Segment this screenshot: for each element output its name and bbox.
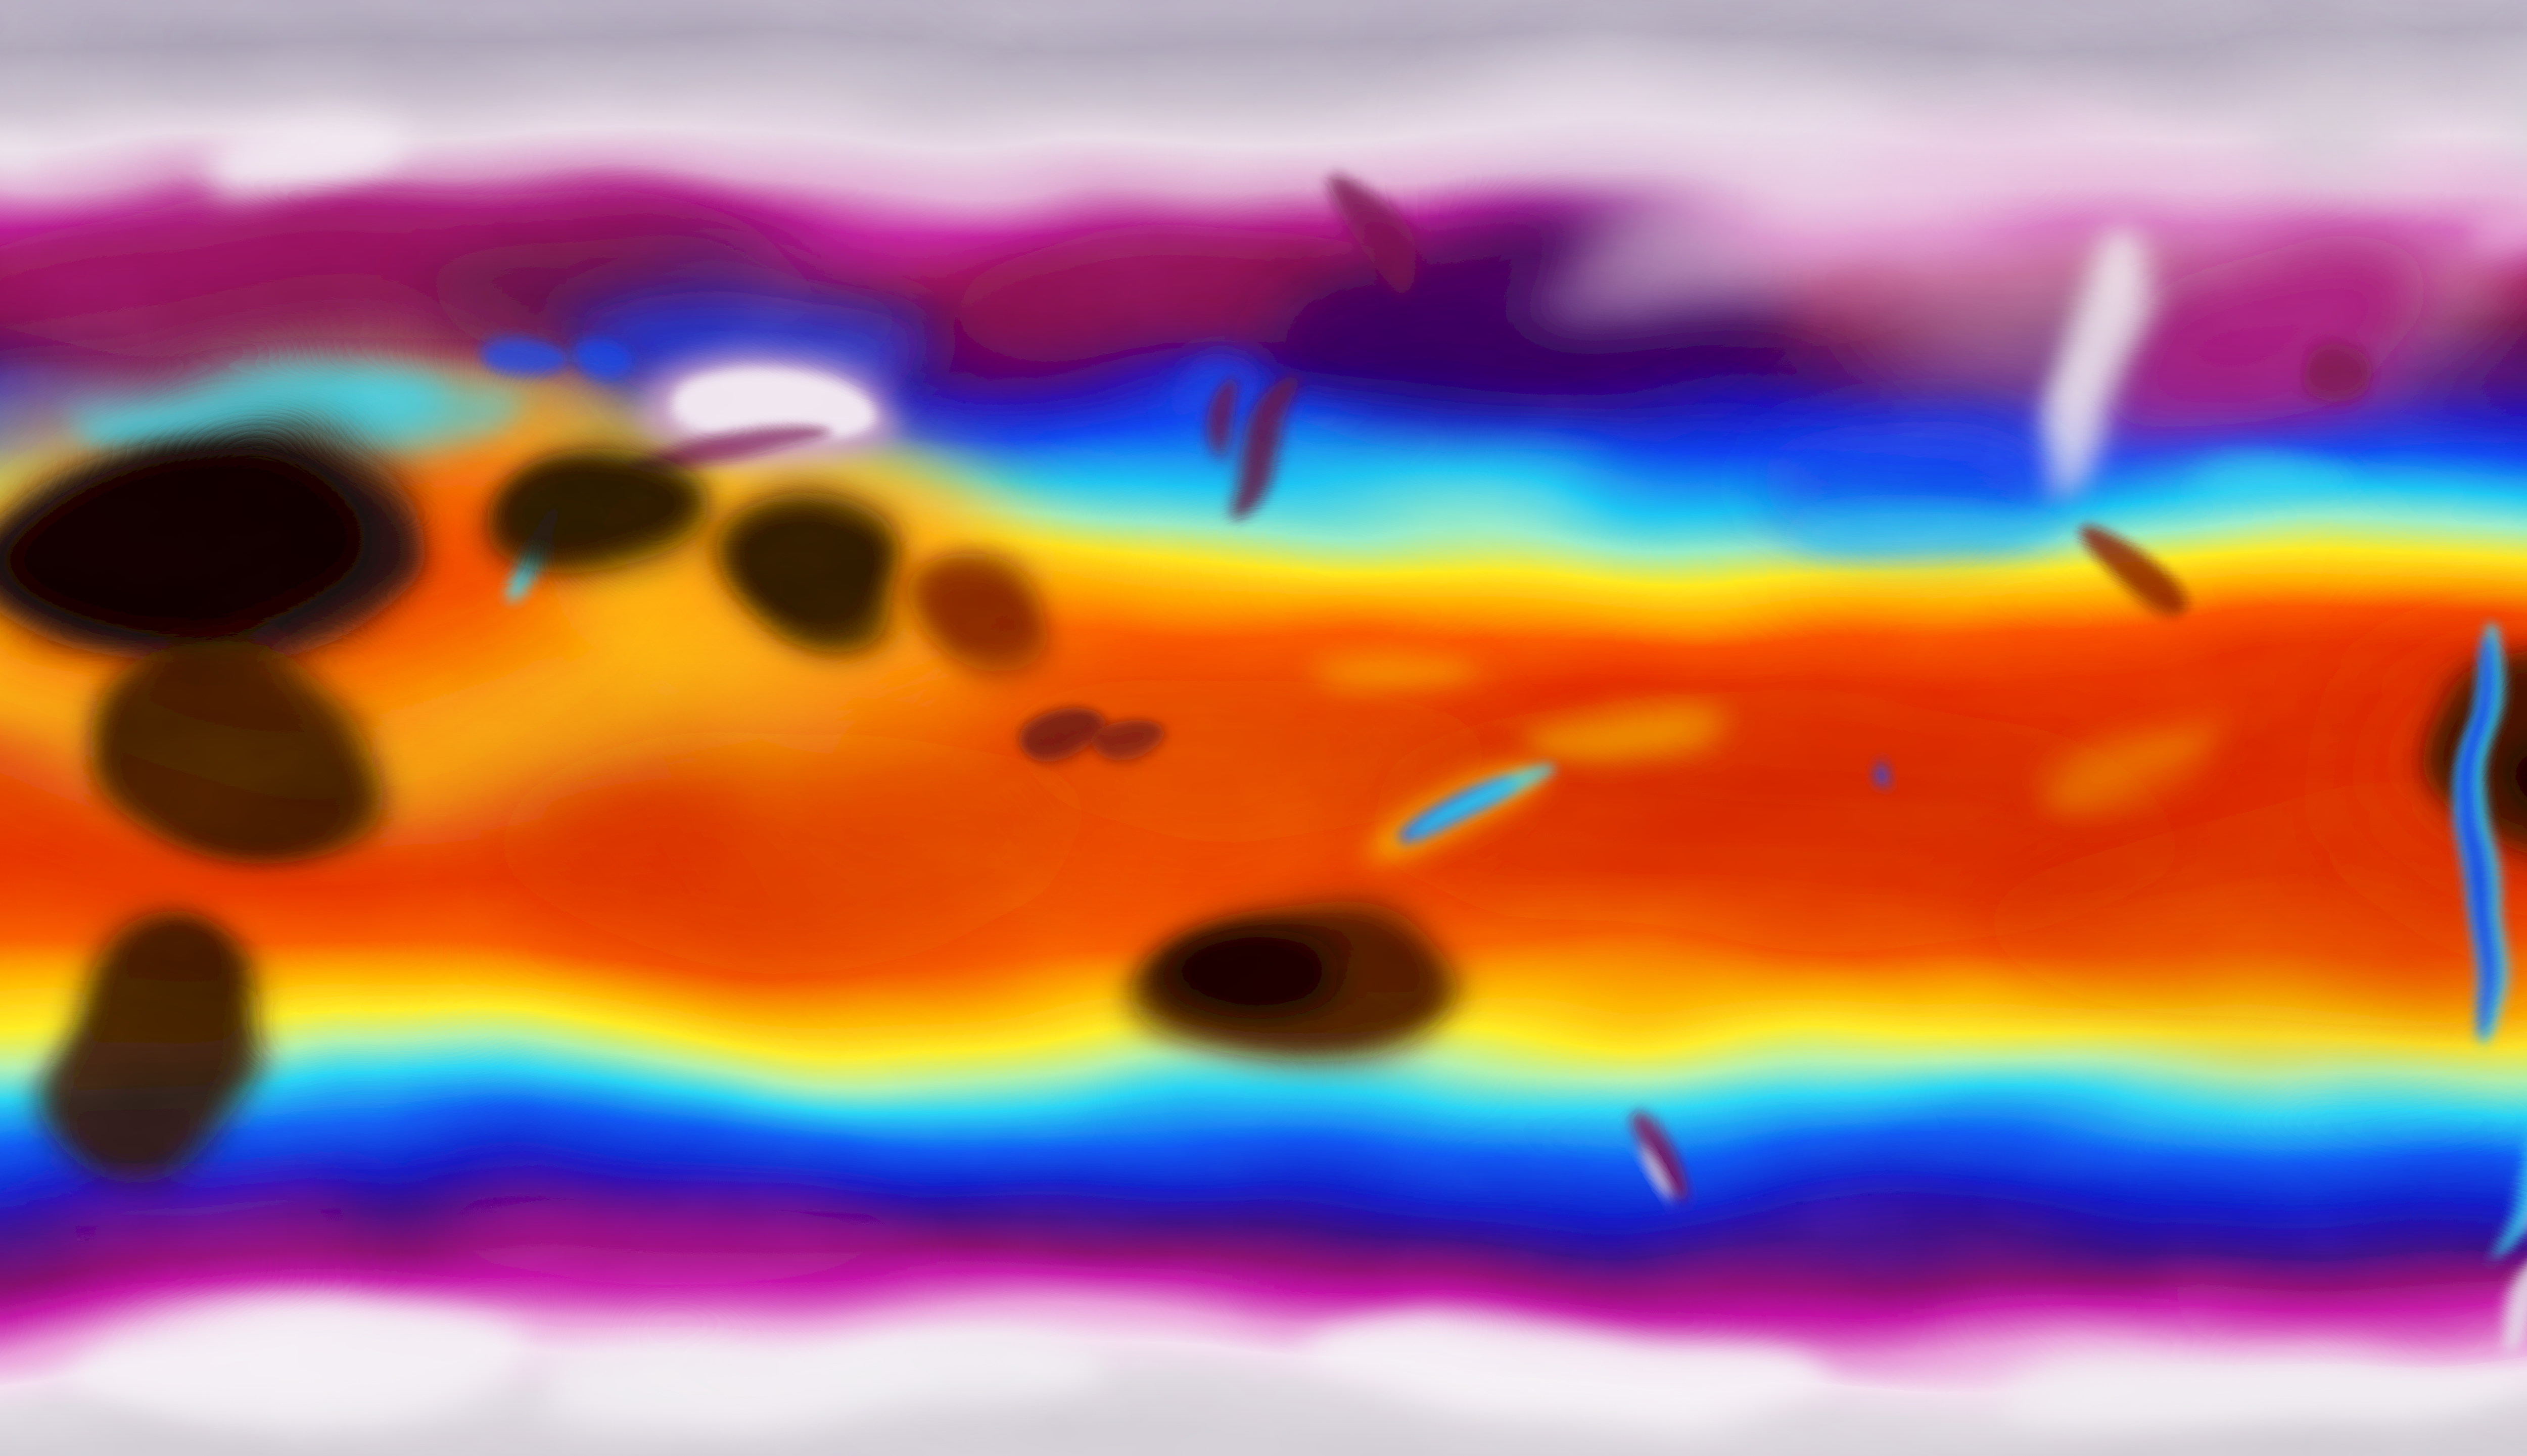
world-heatmap-svg [0, 0, 2527, 1456]
global-temperature-map [0, 0, 2527, 1456]
grain-texture-overlay [0, 0, 2527, 1456]
